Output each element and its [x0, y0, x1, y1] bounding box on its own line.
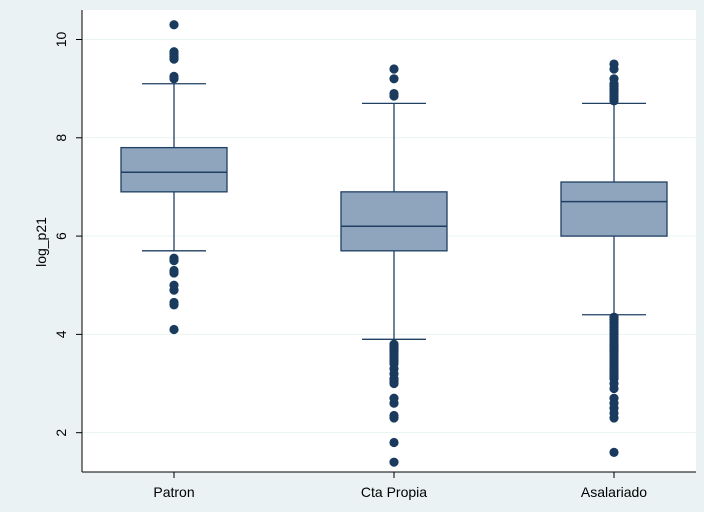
- outlier-point: [169, 253, 179, 263]
- x-tick-label-1: Cta Propia: [361, 484, 427, 500]
- y-tick-label-8: 8: [53, 134, 69, 142]
- x-tick-label-2: Asalariado: [581, 484, 647, 500]
- iqr-box: [560, 181, 668, 237]
- y-tick-label-2: 2: [53, 429, 69, 437]
- outlier-point: [609, 312, 619, 322]
- iqr-box: [120, 146, 228, 193]
- x-axis-ticks: Patron Cta Propia Asalariado: [153, 472, 647, 500]
- outlier-point: [609, 59, 619, 69]
- y-tick-label-4: 4: [53, 330, 69, 338]
- outlier-point: [389, 74, 399, 84]
- outlier-point: [389, 339, 399, 349]
- outlier-point: [389, 393, 399, 403]
- outlier-point: [169, 265, 179, 276]
- box-group-2: [560, 59, 668, 457]
- y-tick-label-6: 6: [53, 232, 69, 240]
- outlier-point: [609, 393, 619, 403]
- y-tick-label-10: 10: [53, 31, 69, 47]
- outlier-point: [609, 447, 619, 457]
- outlier-point: [389, 437, 399, 448]
- outlier-point: [169, 20, 179, 30]
- outlier-point: [169, 324, 179, 335]
- y-axis-ticks: 2 4 6 8 10: [53, 31, 82, 437]
- outlier-point: [389, 410, 399, 421]
- outlier-point: [169, 71, 179, 81]
- outlier-point: [169, 47, 179, 57]
- y-axis-title: log_p21: [33, 217, 49, 267]
- box-group-1: [340, 64, 448, 467]
- outlier-point: [389, 457, 399, 467]
- box-group-0: [120, 20, 228, 335]
- outlier-point: [169, 280, 179, 290]
- x-tick-label-0: Patron: [153, 484, 194, 500]
- outlier-point: [389, 88, 399, 99]
- boxes: [120, 20, 668, 467]
- outlier-point: [169, 297, 179, 308]
- outlier-point: [389, 64, 399, 74]
- outlier-point: [609, 74, 619, 84]
- iqr-box: [340, 191, 448, 252]
